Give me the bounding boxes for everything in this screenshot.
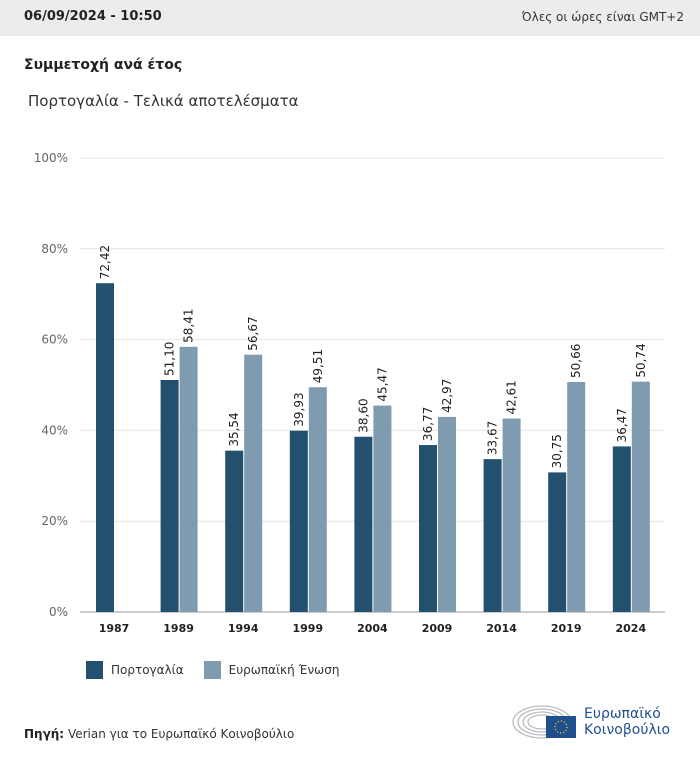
data-label: 56,67 (246, 316, 260, 350)
bar-portugal (160, 380, 179, 612)
legend: Πορτογαλία Ευρωπαϊκή Ένωση (86, 661, 339, 679)
top-bar: 06/09/2024 - 10:50 Όλες οι ώρες είναι GM… (0, 0, 700, 36)
bar-eu (631, 381, 650, 612)
data-label: 36,77 (421, 407, 435, 441)
bar-portugal (225, 450, 244, 612)
bar-eu (308, 387, 327, 612)
y-tick-label: 20% (41, 514, 68, 528)
timezone-note: Όλες οι ώρες είναι GMT+2 (521, 10, 684, 24)
bar-eu (502, 418, 521, 612)
bar-portugal (289, 430, 308, 612)
y-tick-label: 40% (41, 423, 68, 437)
bar-portugal (612, 446, 631, 612)
legend-swatch-eu (203, 661, 221, 679)
legend-swatch-portugal (86, 661, 103, 679)
data-label: 72,42 (98, 245, 112, 279)
y-tick-label: 0% (49, 605, 68, 619)
data-label: 36,47 (615, 408, 629, 442)
bar-eu (567, 382, 586, 612)
x-tick-label: 2014 (486, 622, 517, 635)
data-label: 38,60 (356, 398, 370, 432)
x-tick-label: 1989 (163, 622, 194, 635)
x-tick-label: 2024 (615, 622, 646, 635)
bar-eu (244, 354, 263, 612)
x-tick-label: 2004 (357, 622, 388, 635)
data-label: 50,74 (634, 343, 648, 377)
data-label: 30,75 (550, 434, 564, 468)
chart-title: Συμμετοχή ανά έτος (24, 57, 183, 73)
bar-portugal (419, 445, 437, 612)
x-tick-label: 2009 (422, 622, 453, 635)
bar-portugal (96, 283, 114, 612)
data-label: 42,61 (505, 380, 519, 414)
x-tick-label: 1987 (99, 622, 130, 635)
parliament-hemicycle-icon (512, 705, 576, 739)
bar-portugal (483, 459, 502, 612)
data-label: 45,47 (375, 367, 389, 401)
x-tick-label: 1994 (228, 622, 259, 635)
data-label: 39,93 (292, 392, 306, 426)
data-label: 51,10 (163, 342, 177, 376)
bar-portugal (548, 472, 567, 612)
bar-eu (179, 346, 198, 612)
data-label: 35,54 (227, 412, 241, 446)
legend-label-eu: Ευρωπαϊκή Ένωση (228, 663, 340, 677)
timestamp: 06/09/2024 - 10:50 (24, 9, 162, 24)
legend-label-portugal: Πορτογαλία (111, 663, 184, 677)
y-tick-label: 60% (41, 333, 68, 347)
x-tick-label: 2019 (551, 622, 582, 635)
source-note: Πηγή: Verian για το Ευρωπαϊκό Κοινοβούλι… (24, 727, 294, 741)
y-tick-label: 100% (34, 151, 68, 165)
data-label: 33,67 (486, 421, 500, 455)
bar-portugal (354, 436, 373, 612)
source-label: Πηγή: (24, 727, 65, 741)
data-label: 50,66 (569, 344, 583, 378)
logo-line-2: Κοινοβούλιο (584, 722, 671, 738)
logo-line-1: Ευρωπαϊκό (584, 706, 661, 722)
data-label: 49,51 (311, 349, 325, 383)
chart-subtitle: Πορτογαλία - Τελικά αποτελέσματα (28, 92, 299, 110)
european-parliament-logo: Ευρωπαϊκό Κοινοβούλιο (512, 702, 670, 742)
bar-eu (438, 416, 456, 612)
x-tick-label: 1999 (292, 622, 323, 635)
data-label: 58,41 (182, 308, 196, 342)
bar-eu (373, 405, 392, 612)
y-tick-label: 80% (41, 242, 68, 256)
data-label: 42,97 (440, 379, 454, 413)
bar-chart: 0% 20% 40% 60% 80% 100% 1987 72,42 1989 51,10 58,4… (34, 151, 665, 635)
source-text: Verian για το Ευρωπαϊκό Κοινοβούλιο (67, 727, 295, 741)
